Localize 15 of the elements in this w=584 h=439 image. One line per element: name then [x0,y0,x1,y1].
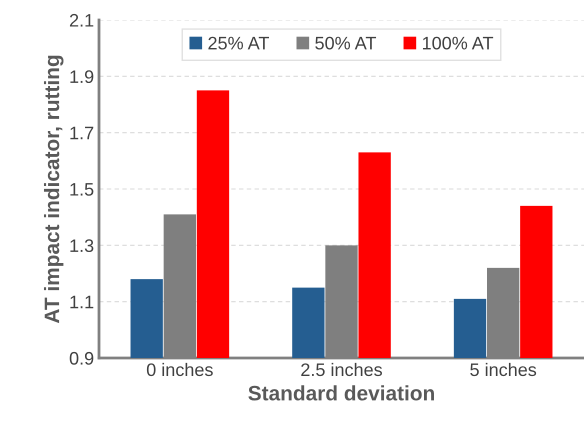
y-axis-title: AT impact indicator, rutting [44,56,64,324]
legend-label: 100% AT [422,36,494,50]
y-tick-label: 1.3 [70,239,94,252]
y-tick-label: 1.9 [70,70,94,84]
legend-label: 25% AT [208,36,270,50]
y-tick-label: 1.7 [70,126,94,140]
y-tick-label: 1.1 [70,296,94,308]
y-tick-label: 2.1 [70,14,94,27]
x-tick-label: 2.5 inches [301,362,382,376]
x-axis-title: Standard deviation [248,385,434,401]
x-tick-label: 5 inches [470,362,536,376]
y-tick-label: 0.9 [70,352,94,365]
legend-label: 50% AT [315,36,376,50]
x-tick-label: 0 inches [146,362,213,376]
y-tick-label: 1.5 [70,183,94,196]
